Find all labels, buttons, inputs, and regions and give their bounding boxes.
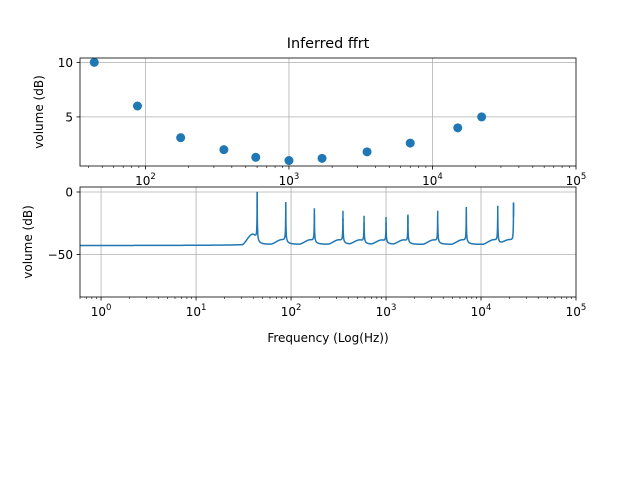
scatter-point (405, 138, 415, 148)
top-x-tick-label-base: 10 (135, 174, 150, 188)
bottom-y-axis-label: volume (dB) (21, 205, 35, 278)
top-scatter-series (89, 58, 487, 166)
bottom-line-series (80, 191, 515, 247)
bottom-x-tick-label: 102 (281, 303, 302, 319)
bottom-x-tick-label-base: 10 (471, 305, 486, 319)
top-x-tick-label-base: 10 (422, 174, 437, 188)
bottom-x-tick-label: 105 (566, 303, 587, 319)
top-y-axis-label: volume (dB) (32, 75, 46, 148)
top-x-tick-label-exponent: 5 (581, 172, 586, 182)
scatter-point (89, 58, 99, 67)
top-x-tick-label-exponent: 2 (150, 172, 155, 182)
top-x-tick-label: 104 (422, 172, 443, 188)
scatter-point (176, 133, 186, 143)
scatter-point (362, 147, 372, 157)
scatter-point (219, 145, 229, 155)
bottom-x-tick-label-base: 10 (376, 305, 391, 319)
top-y-tick-label: 10 (58, 56, 73, 70)
bottom-x-tick-label-base: 10 (186, 305, 201, 319)
bottom-x-tick-label-base: 10 (566, 305, 581, 319)
bottom-x-tick-label-exponent: 3 (391, 303, 396, 313)
bottom-x-tick-label-base: 10 (281, 305, 296, 319)
scatter-point (477, 112, 487, 122)
frequency-response-line (80, 191, 515, 247)
scatter-point (251, 152, 261, 162)
top-x-tick-label: 102 (135, 172, 156, 188)
top-y-tick-label: 5 (65, 110, 73, 124)
top-chart-title: Inferred ffrt (287, 36, 370, 52)
bottom-plot-frame (79, 186, 577, 298)
bottom-x-tick-label-exponent: 4 (486, 303, 491, 313)
bottom-x-tick-label: 101 (186, 303, 207, 319)
top-x-tick-label: 105 (566, 172, 587, 188)
top-x-tick-label-exponent: 4 (437, 172, 442, 182)
bottom-x-axis-label: Frequency (Log(Hz)) (267, 331, 388, 345)
bottom-x-tick-label-exponent: 5 (581, 303, 586, 313)
top-x-tick-label-exponent: 3 (294, 172, 299, 182)
scatter-point (284, 156, 294, 166)
bottom-x-tick-label: 100 (91, 303, 112, 319)
bottom-y-tick-label: −50 (48, 248, 73, 262)
scatter-point (317, 153, 327, 163)
top-x-tick-label: 103 (279, 172, 300, 188)
top-plot-frame (79, 57, 577, 167)
bottom-x-tick-label-exponent: 0 (106, 303, 111, 313)
bottom-y-tick-label: 0 (65, 186, 73, 200)
bottom-x-tick-label: 103 (376, 303, 397, 319)
scatter-point (453, 123, 463, 133)
bottom-x-tick-label-exponent: 2 (296, 303, 301, 313)
top-x-tick-label-base: 10 (566, 174, 581, 188)
bottom-x-tick-label-exponent: 1 (201, 303, 206, 313)
scatter-point (132, 101, 142, 111)
top-x-tick-label-base: 10 (279, 174, 294, 188)
bottom-x-tick-label: 104 (471, 303, 492, 319)
bottom-x-tick-label-base: 10 (91, 305, 106, 319)
